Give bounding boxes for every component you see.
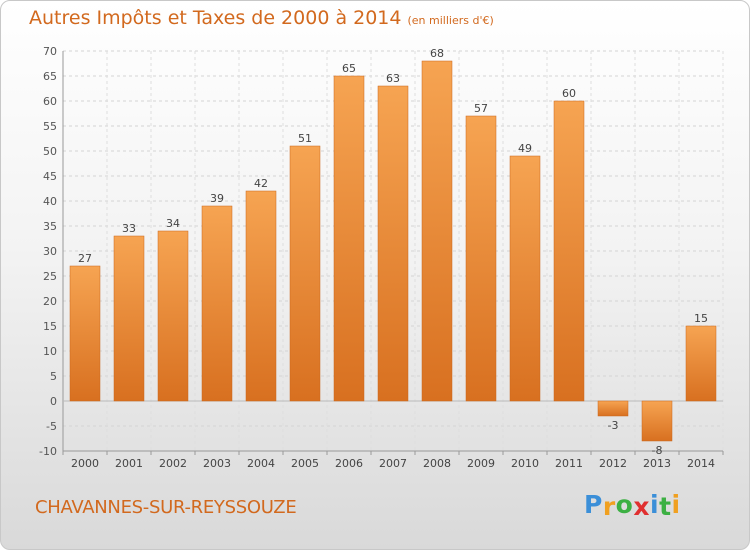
x-tick-label: 2013 [643, 457, 671, 470]
x-tick-label: 2010 [511, 457, 539, 470]
y-tick-label: 15 [43, 320, 57, 333]
data-label-2002: 34 [166, 217, 180, 230]
y-tick-labels: -10 -5 0 5 10 15 20 25 30 35 40 45 50 55 60 65 70 [39, 45, 57, 458]
x-tick-label: 2002 [159, 457, 187, 470]
data-labels: 27 33 34 39 42 51 65 63 68 57 49 60 -3 -8 15 [78, 47, 708, 457]
bar-2002 [157, 230, 189, 402]
bar-2006 [333, 75, 365, 402]
y-tick-label: 35 [43, 220, 57, 233]
bar-2001 [113, 235, 145, 402]
chart-unit-label: (en milliers d'€) [407, 14, 494, 27]
data-label-2011: 60 [562, 87, 576, 100]
chart-title-text: Autres Impôts et Taxes de 2000 à 2014 [29, 7, 402, 29]
y-tick-label: 20 [43, 295, 57, 308]
x-tick-label: 2012 [599, 457, 627, 470]
bar-2005 [289, 145, 321, 402]
bar-2004 [245, 190, 277, 402]
x-tick-label: 2003 [203, 457, 231, 470]
bar-2007 [377, 85, 409, 402]
x-tick-label: 2014 [687, 457, 715, 470]
logo-letter: i [650, 490, 660, 519]
town-name: CHAVANNES-SUR-REYSSOUZE [35, 497, 297, 518]
data-label-2000: 27 [78, 252, 92, 265]
x-tick-label: 2009 [467, 457, 495, 470]
x-tick-label: 2011 [555, 457, 583, 470]
y-tick-label: -5 [46, 420, 57, 433]
x-tick-label: 2008 [423, 457, 451, 470]
x-tick-labels: 2000 2001 2002 2003 2004 2005 2006 2007 2008 2009… [71, 457, 715, 470]
logo-letter: r [602, 492, 616, 521]
data-label-2013: -8 [652, 444, 663, 457]
data-label-2003: 39 [210, 192, 224, 205]
y-tick-label: 25 [43, 270, 57, 283]
logo-letter: t [659, 492, 672, 521]
y-tick-label: 70 [43, 45, 57, 58]
bar-2008 [421, 60, 453, 402]
y-tick-label: 55 [43, 120, 57, 133]
x-tick-label: 2004 [247, 457, 275, 470]
bar-2014 [685, 325, 717, 402]
data-label-2001: 33 [122, 222, 136, 235]
chart-title: Autres Impôts et Taxes de 2000 à 2014 (en… [29, 7, 494, 29]
bar-2009 [465, 115, 497, 402]
y-tick-label: 5 [50, 370, 57, 383]
bar-2011 [553, 100, 585, 402]
bars [69, 60, 717, 442]
x-tick-label: 2007 [379, 457, 407, 470]
y-tick-label: 50 [43, 145, 57, 158]
logo-letter: o [615, 490, 634, 519]
y-tick-label: 30 [43, 245, 57, 258]
y-tick-label: 40 [43, 195, 57, 208]
y-tick-label: 0 [50, 395, 57, 408]
bar-2013 [641, 400, 673, 442]
x-tick-label: 2006 [335, 457, 363, 470]
data-label-2009: 57 [474, 102, 488, 115]
logo-letter: x [633, 492, 650, 521]
bar-2010 [509, 155, 541, 402]
bar-2003 [201, 205, 233, 402]
data-label-2008: 68 [430, 47, 444, 60]
proxiti-logo: Proxiti [584, 490, 681, 521]
y-tick-label: 10 [43, 345, 57, 358]
data-label-2006: 65 [342, 62, 356, 75]
bar-2012 [597, 400, 629, 417]
x-tick-label: 2005 [291, 457, 319, 470]
data-label-2007: 63 [386, 72, 400, 85]
data-label-2014: 15 [694, 312, 708, 325]
logo-letter: P [584, 490, 603, 519]
data-label-2010: 49 [518, 142, 532, 155]
data-label-2005: 51 [298, 132, 312, 145]
y-tick-label: 65 [43, 70, 57, 83]
y-tick-label: 45 [43, 170, 57, 183]
logo-letter: i [671, 490, 681, 519]
x-tick-label: 2000 [71, 457, 99, 470]
x-tick-label: 2001 [115, 457, 143, 470]
y-tick-label: 60 [43, 95, 57, 108]
bar-2000 [69, 265, 101, 402]
data-label-2012: -3 [608, 419, 619, 432]
data-label-2004: 42 [254, 177, 268, 190]
y-tick-label: -10 [39, 445, 57, 458]
